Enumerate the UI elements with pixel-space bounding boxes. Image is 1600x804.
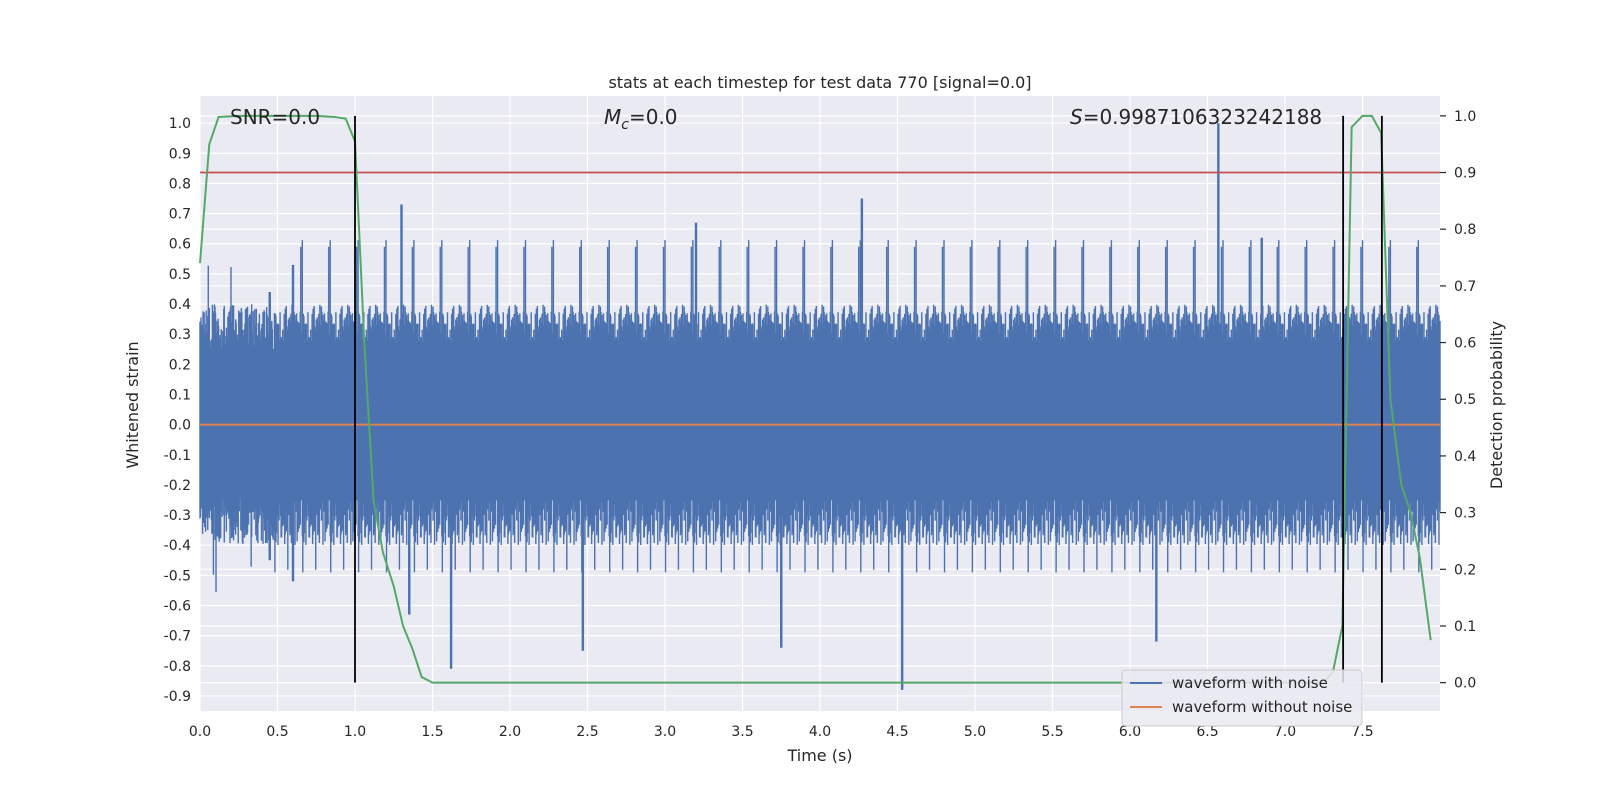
vertical-markers [354,115,1383,683]
s-value: =0.9987106323242188 [1083,105,1322,129]
x-tick-label: 5.0 [964,724,986,740]
y2-tick-label: 1.0 [1454,109,1476,125]
x-tick-label: 6.5 [1196,724,1218,740]
y-tick-label: 0.4 [169,297,191,313]
x-tick-label: 2.0 [499,724,521,740]
y-tick-label: 0.3 [169,327,191,343]
x-tick-label: 0.5 [266,724,288,740]
y2-tick-label: 0.3 [1454,506,1476,522]
mc-symbol: M [604,105,621,129]
y-tick-label: 0.8 [169,176,191,192]
y2-tick-label: 0.2 [1454,562,1476,578]
y-tick-label: 0.0 [169,418,191,434]
y-tick-label: -0.7 [164,629,191,645]
y2-tick-label: 0.8 [1454,222,1476,238]
x-tick-label: 1.5 [421,724,443,740]
y2-tick-label: 0.6 [1454,336,1476,352]
x-tick-label: 6.0 [1119,724,1141,740]
y-tick-label: -0.3 [164,508,191,524]
x-tick-label: 3.5 [731,724,753,740]
y-tick-label: -0.2 [164,478,191,494]
y-tick-labels: 1.0 0.9 0.8 0.7 0.6 0.5 0.4 0.3 0.2 0.1 0.0 -0.1 -0.… [164,116,191,705]
s-symbol: S [1070,105,1083,129]
y-tick-label: 0.2 [169,357,191,373]
y2-tick-label: 0.4 [1454,449,1476,465]
y-axis-label: Whitened strain [123,341,142,468]
y2-tick-label: 0.1 [1454,619,1476,635]
legend-label-noise: waveform with noise [1172,674,1328,692]
y-tick-label: -0.1 [164,448,191,464]
y-tick-label: 1.0 [169,116,191,132]
y-tick-label: -0.5 [164,568,191,584]
y2-tick-label: 0.9 [1454,166,1476,182]
y-tick-label: 0.7 [169,207,191,223]
y-tick-label: -0.6 [164,598,191,614]
y-tick-label: 0.5 [169,267,191,283]
chart-title: stats at each timestep for test data 770… [608,73,1031,92]
y2-tick-label: 0.7 [1454,279,1476,295]
snr-annotation: SNR=0.0 [230,105,320,129]
x-axis-label: Time (s) [786,746,852,765]
x-tick-label: 7.5 [1351,724,1373,740]
y2-tick-labels: 1.0 0.9 0.8 0.7 0.6 0.5 0.4 0.3 0.2 0.1 0.0 [1440,109,1476,692]
x-tick-label: 2.5 [576,724,598,740]
x-tick-label: 4.0 [809,724,831,740]
y-tick-label: 0.9 [169,146,191,162]
y-tick-label: -0.4 [164,538,191,554]
legend-label-clean: waveform without noise [1172,698,1352,716]
mc-subscript: c [621,117,629,133]
x-tick-label: 7.0 [1274,724,1296,740]
x-tick-label: 3.0 [654,724,676,740]
mc-value: =0.0 [629,105,678,129]
x-tick-label: 5.5 [1041,724,1063,740]
x-tick-labels: 0.0 0.5 1.0 1.5 2.0 2.5 3.0 3.5 4.0 4.5 5.0 5.5 6.0 6… [189,724,1374,740]
y-tick-label: 0.1 [169,387,191,403]
legend: waveform with noise waveform without noi… [1121,669,1363,727]
legend-box [1121,669,1363,727]
y2-axis-label: Detection probability [1487,321,1506,489]
x-tick-label: 1.0 [344,724,366,740]
s-annotation: S=0.9987106323242188 [1070,105,1322,129]
y-tick-label: -0.8 [164,659,191,675]
x-tick-label: 4.5 [886,724,908,740]
y-tick-label: 0.6 [169,237,191,253]
x-tick-label: 0.0 [189,724,211,740]
y-tick-label: -0.9 [164,689,191,705]
y2-tick-label: 0.5 [1454,392,1476,408]
mc-annotation: Mc=0.0 [604,105,678,133]
y2-tick-label: 0.0 [1454,676,1476,692]
